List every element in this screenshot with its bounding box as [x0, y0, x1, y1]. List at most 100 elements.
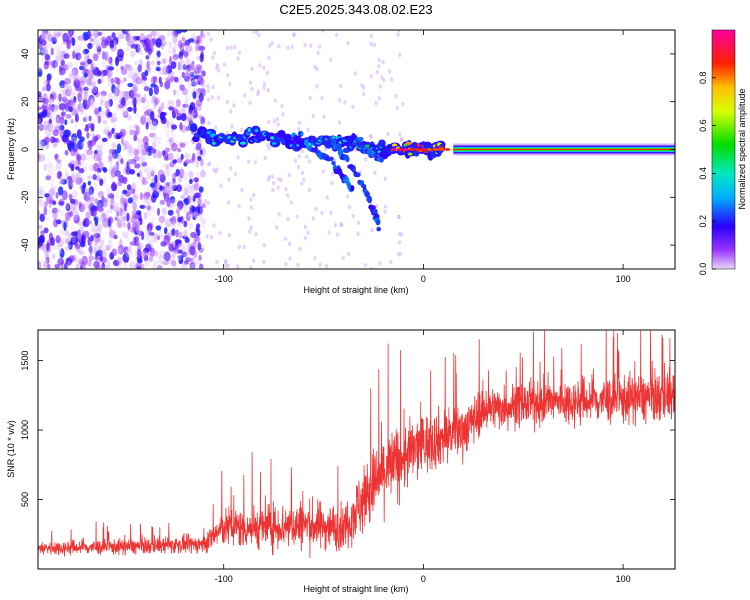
carrier-band — [453, 148, 675, 151]
noise-blob — [46, 163, 54, 169]
faint-blob — [250, 86, 254, 92]
noise-blob — [183, 97, 188, 104]
faint-blob — [206, 31, 210, 37]
faint-blob — [286, 217, 290, 222]
noise-blob — [69, 98, 74, 108]
noise-blob — [137, 258, 143, 264]
noise-blob — [44, 53, 51, 61]
faint-blob — [372, 42, 376, 48]
noise-blob — [185, 44, 193, 53]
noise-blob — [52, 129, 59, 137]
noise-blob — [86, 149, 93, 156]
carrier-core — [396, 148, 403, 151]
faint-blob — [206, 200, 211, 206]
noise-blob — [42, 102, 49, 110]
noise-blob — [163, 182, 170, 190]
noise-blob — [134, 241, 140, 247]
noise-blob — [137, 44, 143, 55]
noise-blob — [179, 84, 185, 91]
noise-blob — [194, 206, 201, 214]
noise-blob — [106, 197, 114, 203]
branch-blob — [351, 165, 356, 173]
faint-blob — [297, 120, 302, 126]
noise-blob — [129, 169, 135, 175]
noise-blob — [39, 189, 46, 196]
faint-blob — [250, 66, 254, 72]
noise-blob — [65, 114, 72, 119]
noise-blob — [100, 93, 106, 103]
noise-blob — [107, 80, 114, 88]
noise-blob — [85, 211, 91, 220]
noise-blob — [150, 83, 157, 88]
faint-blob — [308, 159, 312, 164]
noise-blob — [80, 61, 86, 66]
noise-blob — [159, 111, 166, 121]
carrier-core — [408, 148, 415, 151]
faint-blob — [232, 103, 236, 108]
noise-blob — [93, 30, 100, 39]
noise-blob — [52, 142, 57, 148]
spectrogram-ylabel: Frequency (Hz) — [6, 118, 16, 180]
noise-blob — [54, 263, 61, 269]
noise-blob — [195, 158, 199, 168]
noise-blob — [132, 193, 139, 202]
noise-blob — [165, 132, 171, 138]
faint-blob — [321, 30, 325, 33]
noise-blob — [96, 144, 103, 152]
noise-blob — [167, 152, 174, 161]
faint-blob — [262, 81, 266, 87]
noise-blob — [145, 109, 151, 116]
noise-blob — [78, 168, 85, 174]
noise-blob — [169, 56, 173, 65]
noise-blob — [184, 251, 192, 261]
faint-blob — [237, 50, 242, 55]
faint-blob — [276, 122, 280, 127]
noise-blob — [150, 60, 155, 65]
noise-blob — [55, 192, 59, 199]
faint-blob — [226, 45, 230, 51]
faint-blob — [313, 255, 317, 261]
noise-blob — [195, 44, 201, 52]
noise-blob — [145, 55, 150, 60]
faint-blob — [258, 63, 262, 68]
noise-blob — [142, 76, 148, 81]
faint-blob — [223, 260, 228, 265]
noise-blob — [40, 39, 47, 46]
noise-blob — [152, 134, 159, 141]
noise-blob — [92, 133, 96, 143]
noise-blob — [84, 91, 88, 100]
noise-blob — [94, 198, 99, 204]
noise-blob — [178, 40, 183, 49]
noise-blob — [194, 185, 198, 193]
noise-blob — [130, 188, 136, 194]
noise-blob — [180, 113, 187, 122]
noise-blob — [99, 239, 105, 247]
noise-blob — [133, 86, 137, 97]
noise-blob — [84, 188, 91, 198]
noise-blob — [95, 38, 99, 49]
faint-blob — [318, 44, 322, 49]
faint-blob — [240, 127, 244, 133]
noise-blob — [158, 215, 166, 224]
faint-blob — [353, 71, 357, 76]
noise-blob — [68, 73, 76, 79]
noise-blob — [69, 141, 75, 152]
noise-blob — [139, 204, 146, 209]
noise-blob — [131, 85, 139, 93]
faint-blob — [272, 180, 276, 186]
noise-blob — [79, 177, 84, 183]
y-tick-label: 1000 — [20, 420, 30, 440]
noise-blob — [145, 243, 152, 252]
noise-blob — [160, 40, 167, 47]
noise-blob — [185, 98, 189, 108]
noise-blob — [44, 60, 49, 66]
faint-blob — [302, 177, 306, 182]
noise-blob — [74, 113, 79, 123]
faint-blob — [383, 209, 387, 215]
noise-blob — [77, 230, 82, 240]
noise-blob — [177, 147, 182, 153]
faint-blob — [262, 243, 267, 248]
faint-blob — [253, 160, 257, 165]
noise-blob — [150, 170, 155, 177]
noise-blob — [121, 192, 124, 202]
